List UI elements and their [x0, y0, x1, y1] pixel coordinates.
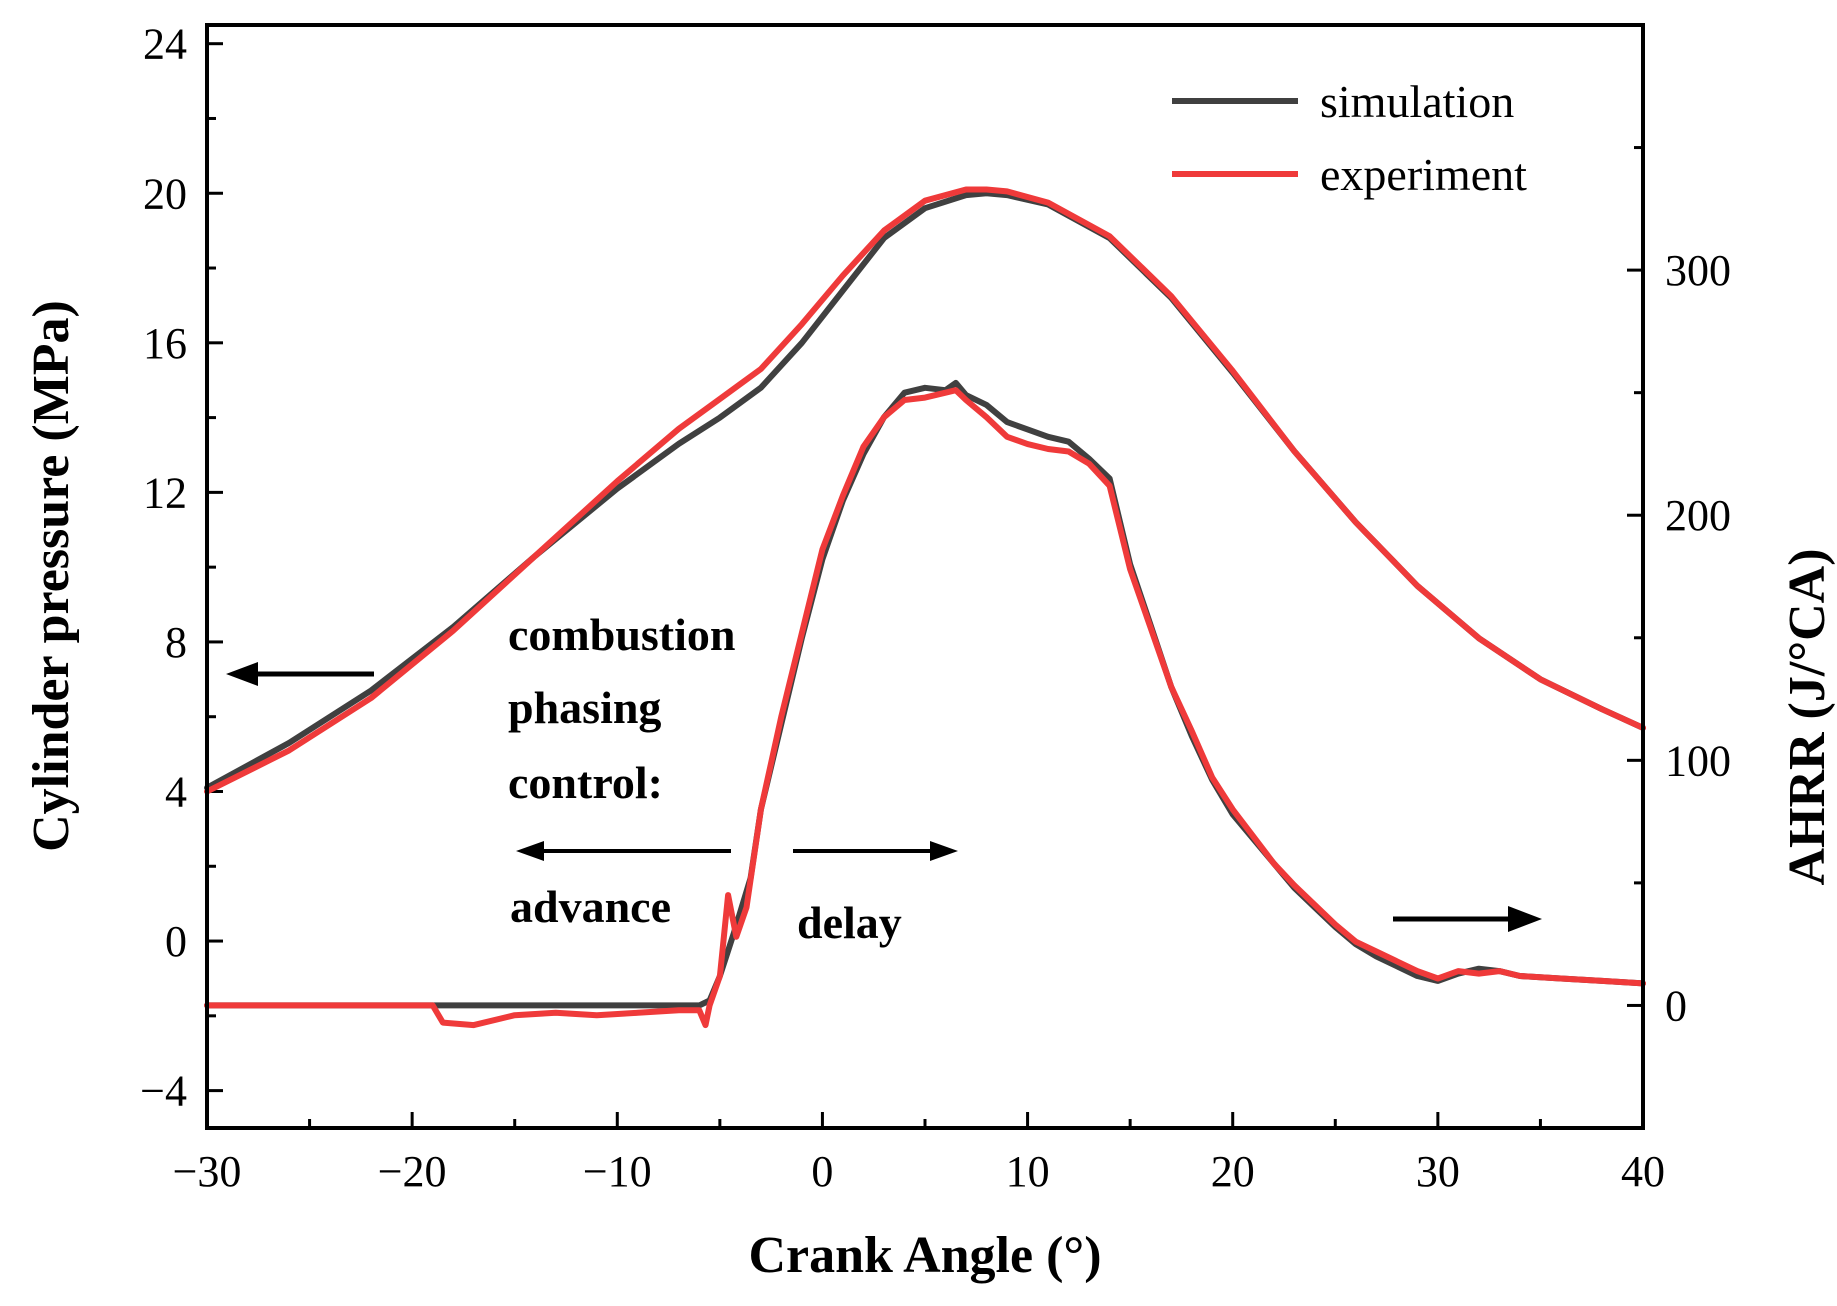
x-tick-label: 20 [1211, 1147, 1255, 1196]
y-left-tick-label: −4 [140, 1067, 187, 1116]
arrow-delay-head [930, 841, 958, 861]
plot-frame [205, 23, 1645, 1130]
y-right-tick-label: 300 [1665, 246, 1731, 295]
arrow-pressure-axis-head [226, 662, 258, 686]
annotations: combustion phasing control: advance dela… [226, 609, 1542, 948]
y-right-tick-label: 0 [1665, 981, 1687, 1030]
y-left-tick-label: 20 [143, 169, 187, 218]
legend-label-simulation: simulation [1320, 76, 1514, 127]
y-right-axis-title: AHRR (J/°CA) [1779, 548, 1836, 885]
annotation-phasing: phasing [508, 682, 661, 733]
y-right-tick-label: 200 [1665, 491, 1731, 540]
y-right-tick-label: 100 [1665, 736, 1731, 785]
legend-label-experiment: experiment [1320, 149, 1527, 200]
annotation-control: control: [508, 757, 663, 808]
x-tick-label: 10 [1006, 1147, 1050, 1196]
y-left-tick-label: 0 [165, 917, 187, 966]
y-left-axis-title: Cylinder pressure (MPa) [23, 300, 80, 852]
series-experiment-ahrr [204, 387, 1646, 1029]
y-left-tick-label: 24 [143, 20, 187, 69]
series-experiment-pressure [204, 186, 1646, 795]
y-left-tick-label: 16 [143, 319, 187, 368]
annotation-combustion: combustion [508, 609, 735, 660]
y-left-tick-label: 4 [165, 767, 187, 816]
x-axis-title: Crank Angle (°) [748, 1227, 1101, 1284]
annotation-advance: advance [510, 881, 671, 932]
series-layer [204, 186, 1646, 1029]
series-simulation-ahrr [204, 379, 1646, 1009]
y-left-tick-label: 8 [165, 618, 187, 667]
series-simulation-pressure [204, 190, 1646, 791]
x-tick-label: 30 [1416, 1147, 1460, 1196]
tick-labels: −30 −20 −10 0 10 20 30 40 −4 0 4 8 12 16 20 24 0 100 200 30… [140, 20, 1731, 1196]
arrow-advance-head [516, 841, 544, 861]
arrow-ahrr-axis-head [1508, 906, 1542, 932]
y-left-tick-label: 12 [143, 468, 187, 517]
x-tick-label: 0 [811, 1147, 833, 1196]
x-tick-label: −30 [173, 1147, 242, 1196]
legend: simulation experiment [1172, 76, 1527, 200]
x-tick-label: −10 [583, 1147, 652, 1196]
annotation-delay: delay [797, 897, 902, 948]
x-tick-label: −20 [378, 1147, 447, 1196]
x-tick-label: 40 [1621, 1147, 1665, 1196]
